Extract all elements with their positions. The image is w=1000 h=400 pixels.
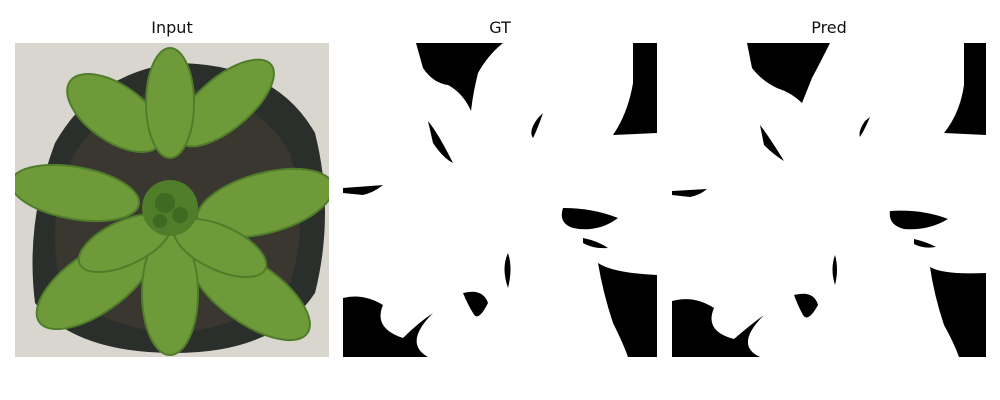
pred-title: Pred [811, 18, 847, 37]
gt-panel: GT [343, 0, 657, 400]
input-image [15, 43, 329, 357]
pred-mask-image [672, 43, 986, 357]
gt-title: GT [489, 18, 511, 37]
input-title: Input [151, 18, 193, 37]
plant-photo [15, 43, 329, 357]
gt-mask [343, 43, 657, 357]
gt-mask-image [343, 43, 657, 357]
input-panel: Input [15, 0, 329, 400]
pred-mask [672, 43, 986, 357]
pred-panel: Pred [672, 0, 986, 400]
